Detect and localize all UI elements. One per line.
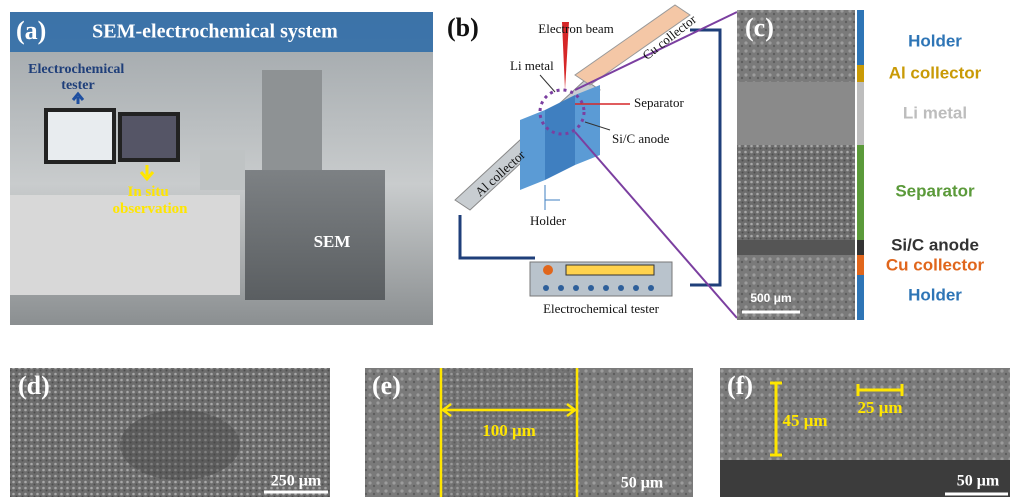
instrument	[200, 150, 245, 190]
screen	[122, 116, 176, 158]
anode-layer	[737, 240, 855, 255]
layer-bar	[857, 10, 864, 65]
knob	[543, 265, 553, 275]
panel-b: (b) Electron beam Li metal Cu collector …	[447, 5, 737, 318]
layer-label: Si/C anode	[891, 235, 979, 254]
layer-bar	[857, 240, 864, 255]
sem-label: SEM	[314, 232, 351, 251]
layer-bar	[857, 82, 864, 145]
anode-label: Si/C anode	[612, 131, 670, 146]
layer-bar	[857, 65, 864, 82]
pointer	[545, 185, 560, 210]
panel-f: (f) 45 μm 25 μm 50 μm	[720, 368, 1010, 497]
line: observation	[113, 201, 189, 217]
screen	[48, 112, 112, 160]
display	[566, 265, 654, 275]
separator-label: Separator	[634, 95, 684, 110]
li-layer	[737, 82, 855, 145]
layer-label: Cu collector	[886, 255, 985, 274]
cu-collector	[575, 5, 690, 85]
scale-label: 50 μm	[957, 473, 1000, 490]
panel-label: (e)	[372, 371, 401, 400]
sem-column	[262, 70, 322, 170]
layer-bar	[857, 275, 864, 320]
scale-label: 250 μm	[271, 473, 322, 490]
layer-bar	[857, 255, 864, 275]
width-label: 25 μm	[857, 398, 902, 417]
panel-title: SEM-electrochemical system	[92, 21, 338, 43]
panel-label: (a)	[16, 16, 46, 45]
figure: (a) SEM-electrochemical system Electroch…	[0, 0, 1019, 497]
scale-label: 500 μm	[750, 291, 791, 305]
holder-block	[545, 95, 575, 180]
tester-label: Electrochemical tester	[543, 301, 660, 316]
electron-beam-label: Electron beam	[538, 21, 613, 36]
layer-label: Li metal	[903, 103, 967, 122]
panel-a: (a) SEM-electrochemical system Electroch…	[10, 12, 433, 325]
layer-label: Holder	[908, 31, 962, 50]
line: In situ	[127, 184, 168, 200]
line: tester	[61, 78, 94, 93]
panel-d: (d) 250 μm	[10, 368, 330, 497]
layer-label: Al collector	[889, 63, 982, 82]
separator-layer	[737, 145, 855, 240]
panel-e: (e) 100 μm 50 μm	[365, 368, 693, 497]
width-label: 100 μm	[482, 421, 536, 440]
layer-label: Holder	[908, 285, 962, 304]
panel-label: (b)	[447, 13, 479, 42]
layer-label: Separator	[895, 181, 975, 200]
pointer	[540, 75, 555, 92]
scale-label: 50 μm	[621, 475, 664, 492]
layer-bar	[857, 145, 864, 240]
al-collector-label: Al collector	[472, 147, 528, 200]
panel-label: (d)	[18, 371, 50, 400]
panel-c: (c) 500 μm Holder Al collector Li metal Sep…	[737, 10, 984, 320]
shadow	[120, 410, 240, 480]
line: Electrochemical	[28, 62, 124, 77]
panel-label: (c)	[745, 13, 774, 42]
height-label: 45 μm	[782, 411, 827, 430]
holder-label: Holder	[530, 213, 567, 228]
li-metal-label: Li metal	[510, 58, 554, 73]
panel-label: (f)	[727, 371, 753, 400]
